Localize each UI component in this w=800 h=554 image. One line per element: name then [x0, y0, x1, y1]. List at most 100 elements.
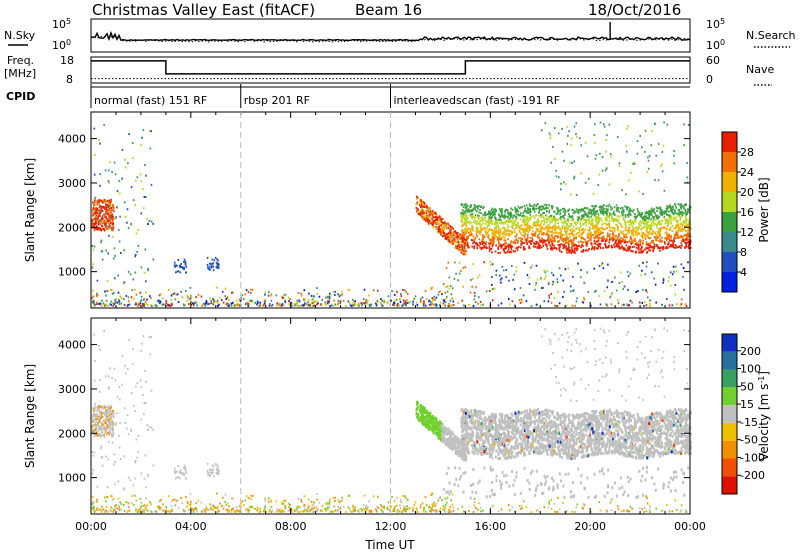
data-cell: [289, 504, 291, 506]
data-cell: [541, 287, 543, 289]
data-cell: [546, 245, 548, 248]
data-cell: [622, 218, 625, 221]
data-cell: [638, 226, 641, 229]
data-cell: [444, 507, 447, 510]
data-cell: [478, 215, 480, 218]
data-cell: [499, 244, 502, 247]
data-cell: [485, 213, 488, 216]
data-cell: [300, 292, 302, 295]
data-cell: [120, 252, 122, 254]
data-cell: [93, 299, 95, 302]
data-cell: [531, 205, 534, 208]
data-cell: [466, 228, 468, 231]
data-cell: [613, 217, 615, 220]
data-cell: [204, 509, 207, 512]
data-cell: [493, 287, 496, 290]
data-cell: [400, 293, 402, 295]
data-cell: [590, 236, 593, 239]
data-cell: [91, 289, 94, 292]
data-cell: [579, 210, 582, 213]
data-cell: [156, 299, 159, 302]
data-cell: [550, 293, 552, 295]
data-cell: [648, 227, 651, 229]
data-cell: [391, 290, 393, 292]
data-cell: [622, 209, 625, 211]
data-cell: [523, 224, 526, 227]
data-cell: [440, 219, 443, 222]
data-cell: [460, 236, 463, 239]
data-cell: [495, 227, 498, 230]
data-cell: [666, 205, 668, 208]
data-cell: [525, 216, 527, 219]
data-cell: [635, 242, 638, 244]
data-cell: [688, 220, 690, 223]
data-cell: [282, 296, 285, 299]
data-cell: [103, 222, 106, 225]
data-cell: [421, 211, 424, 214]
data-cell: [543, 207, 546, 210]
data-cell: [137, 229, 140, 231]
data-cell: [149, 295, 151, 298]
data-cell: [447, 232, 450, 235]
data-cell: [93, 223, 96, 226]
data-cell: [389, 299, 392, 302]
data-cell: [600, 206, 602, 209]
data-cell: [447, 261, 450, 264]
data-cell: [406, 302, 409, 304]
data-cell: [564, 210, 567, 213]
data-cell: [99, 214, 101, 217]
data-cell: [531, 239, 534, 242]
data-cell: [599, 243, 602, 245]
data-cell: [453, 231, 455, 234]
data-cell: [106, 225, 109, 228]
data-cell: [426, 218, 429, 221]
data-cell: [595, 213, 597, 216]
data-cell: [144, 164, 146, 166]
data-cell: [654, 231, 657, 234]
data-cell: [207, 266, 209, 269]
data-cell: [206, 263, 209, 266]
data-cell: [145, 174, 147, 177]
data-cell: [96, 212, 99, 214]
data-cell: [231, 497, 233, 500]
data-cell: [595, 228, 598, 231]
data-cell: [127, 296, 130, 299]
data-cell: [435, 213, 438, 216]
data-cell: [553, 296, 556, 299]
cpid-segment-label: interleavedscan (fast) -191 RF: [394, 94, 561, 107]
data-cell: [353, 506, 355, 509]
data-cell: [626, 232, 629, 235]
data-cell: [108, 223, 111, 226]
data-cell: [633, 245, 635, 248]
data-cell: [653, 242, 655, 245]
data-cell: [546, 230, 548, 233]
data-cell: [461, 229, 463, 232]
data-cell: [559, 213, 561, 216]
data-cell: [466, 241, 469, 244]
data-cell: [475, 230, 478, 233]
data-cell: [669, 222, 672, 225]
data-cell: [486, 225, 489, 228]
data-cell: [652, 216, 654, 218]
data-cell: [158, 294, 161, 297]
data-cell: [429, 213, 431, 216]
data-cell: [231, 291, 233, 294]
data-cell: [675, 225, 677, 228]
data-cell: [377, 289, 379, 292]
data-cell: [621, 240, 624, 243]
data-cell: [663, 189, 666, 192]
data-cell: [415, 203, 418, 206]
data-cell: [113, 277, 116, 280]
data-cell: [551, 220, 554, 223]
data-cell: [298, 510, 300, 513]
data-cell: [502, 222, 505, 225]
data-cell: [509, 211, 512, 214]
data-cell: [688, 217, 691, 220]
data-cell: [97, 226, 100, 229]
data-cell: [645, 222, 647, 225]
data-cell: [648, 167, 650, 170]
data-cell: [368, 509, 371, 512]
data-cell: [668, 204, 671, 207]
data-cell: [685, 305, 688, 307]
data-cell: [631, 301, 633, 304]
